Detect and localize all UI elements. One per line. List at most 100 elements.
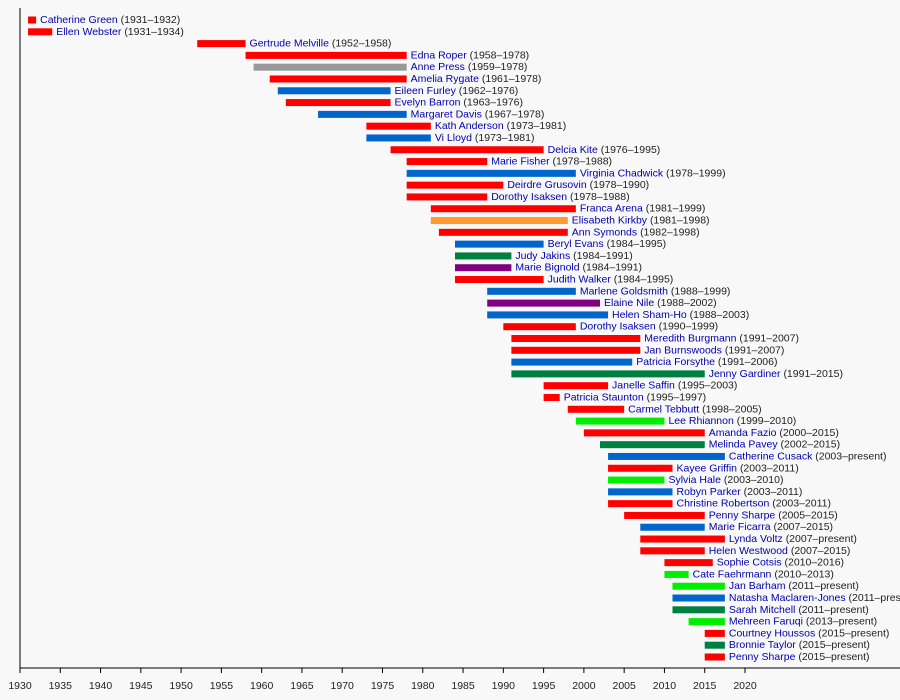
member-name[interactable]: Mehreen Faruqi [729,615,803,627]
x-tick-label: 1960 [250,680,274,692]
tenure-bar [197,40,246,48]
term-period: (1958–1978) [470,49,530,61]
member-name[interactable]: Cate Faehrmann [693,568,772,580]
tenure-bar [608,476,665,484]
tenure-bar [608,488,673,496]
tenure-bar [487,311,609,319]
member-name[interactable]: Janelle Saffin [612,379,675,391]
member-name[interactable]: Patricia Staunton [564,391,644,403]
member-name[interactable]: Franca Arena [580,203,643,215]
term-period: (1991–2007) [739,332,799,344]
member-name[interactable]: Judy Jakins [515,250,570,262]
member-name[interactable]: Delcia Kite [548,144,598,156]
row-label: Bronnie Taylor (2015–present) [729,639,870,651]
member-name[interactable]: Dorothy Isaksen [491,191,567,203]
member-name[interactable]: Virginia Chadwick [580,167,664,179]
x-tick-label: 2015 [693,680,717,692]
member-name[interactable]: Edna Roper [411,49,468,61]
member-name[interactable]: Elaine Nile [604,297,654,309]
row-label: Deirdre Grusovin (1978–1990) [507,179,649,191]
tenure-bar [406,169,576,177]
row-label: Lynda Voltz (2007–present) [729,533,857,545]
row-label: Beryl Evans (1984–1995) [548,238,667,250]
member-name[interactable]: Gertrude Melville [250,37,330,49]
member-name[interactable]: Kath Anderson [435,120,504,132]
member-name[interactable]: Eileen Furley [395,85,457,97]
row-label: Marie Bignold (1984–1991) [515,262,642,274]
member-name[interactable]: Penny Sharpe [729,651,796,663]
member-name[interactable]: Deirdre Grusovin [507,179,587,191]
tenure-bar [28,28,53,36]
member-name[interactable]: Catherine Cusack [729,450,813,462]
member-name[interactable]: Lee Rhiannon [668,415,734,427]
row-label: Meredith Burgmann (1991–2007) [644,332,799,344]
member-name[interactable]: Dorothy Isaksen [580,320,656,332]
member-name[interactable]: Sylvia Hale [668,474,721,486]
member-name[interactable]: Amelia Rygate [411,73,479,85]
tenure-bar [406,193,488,201]
term-period: (2010–2016) [784,556,844,568]
term-period: (2003–2010) [724,474,784,486]
member-name[interactable]: Amanda Fazio [709,427,777,439]
member-name[interactable]: Marlene Goldsmith [580,285,668,297]
member-name[interactable]: Penny Sharpe [709,509,776,521]
member-name[interactable]: Marie Bignold [515,262,579,274]
term-period: (2003–2011) [772,497,831,509]
row-label: Catherine Green (1931–1932) [40,14,180,26]
member-name[interactable]: Marie Ficarra [709,521,771,533]
term-period: (1984–1991) [573,250,633,262]
tenure-bar [624,511,705,519]
member-name[interactable]: Helen Westwood [709,545,788,557]
tenure-bar [455,252,512,260]
term-period: (1962–1976) [459,85,519,97]
member-name[interactable]: Margaret Davis [411,108,482,120]
row-label: Melinda Pavey (2002–2015) [709,438,840,450]
member-name[interactable]: Anne Press [411,61,465,73]
term-period: (1976–1995) [601,144,661,156]
row-label: Patricia Forsythe (1991–2006) [636,356,777,368]
tenure-bar [277,87,391,95]
member-name[interactable]: Patricia Forsythe [636,356,715,368]
member-name[interactable]: Beryl Evans [548,238,604,250]
tenure-bar [269,75,407,83]
member-name[interactable]: Carmel Tebbutt [628,403,699,415]
x-tick-label: 1955 [210,680,234,692]
member-name[interactable]: Natasha Maclaren-Jones [729,592,846,604]
row-label: Ann Symonds (1982–1998) [572,226,700,238]
member-name[interactable]: Jenny Gardiner [709,368,781,380]
term-period: (1963–1976) [463,96,523,108]
member-name[interactable]: Marie Fisher [491,155,550,167]
tenure-bar [704,629,725,637]
row-label: Jan Barham (2011–present) [729,580,859,592]
member-name[interactable]: Ann Symonds [572,226,637,238]
member-name[interactable]: Sarah Mitchell [729,604,796,616]
member-name[interactable]: Jan Barham [729,580,786,592]
member-name[interactable]: Evelyn Barron [395,96,461,108]
member-name[interactable]: Courtney Houssos [729,627,815,639]
member-name[interactable]: Christine Robertson [677,497,770,509]
tenure-bar [487,299,600,307]
member-name[interactable]: Jan Burnswoods [644,344,722,356]
member-name[interactable]: Sophie Cotsis [717,556,782,568]
member-name[interactable]: Robyn Parker [677,486,742,498]
tenure-bar [285,99,391,107]
member-name[interactable]: Bronnie Taylor [729,639,796,651]
row-label: Patricia Staunton (1995–1997) [564,391,706,403]
term-period: (1973–1981) [475,132,535,144]
term-period: (1991–2007) [725,344,785,356]
member-name[interactable]: Melinda Pavey [709,438,779,450]
member-name[interactable]: Elisabeth Kirkby [572,214,648,226]
term-period: (1952–1958) [332,37,392,49]
member-name[interactable]: Lynda Voltz [729,533,783,545]
member-name[interactable]: Meredith Burgmann [644,332,736,344]
member-name[interactable]: Ellen Webster [56,26,122,38]
member-name[interactable]: Helen Sham-Ho [612,309,687,321]
tenure-bar [406,158,488,166]
member-name[interactable]: Judith Walker [548,273,612,285]
member-name[interactable]: Catherine Green [40,14,118,26]
row-label: Helen Westwood (2007–2015) [709,545,851,557]
member-name[interactable]: Vi Lloyd [435,132,472,144]
term-period: (1981–1999) [646,203,706,215]
member-name[interactable]: Kayee Griffin [677,462,738,474]
